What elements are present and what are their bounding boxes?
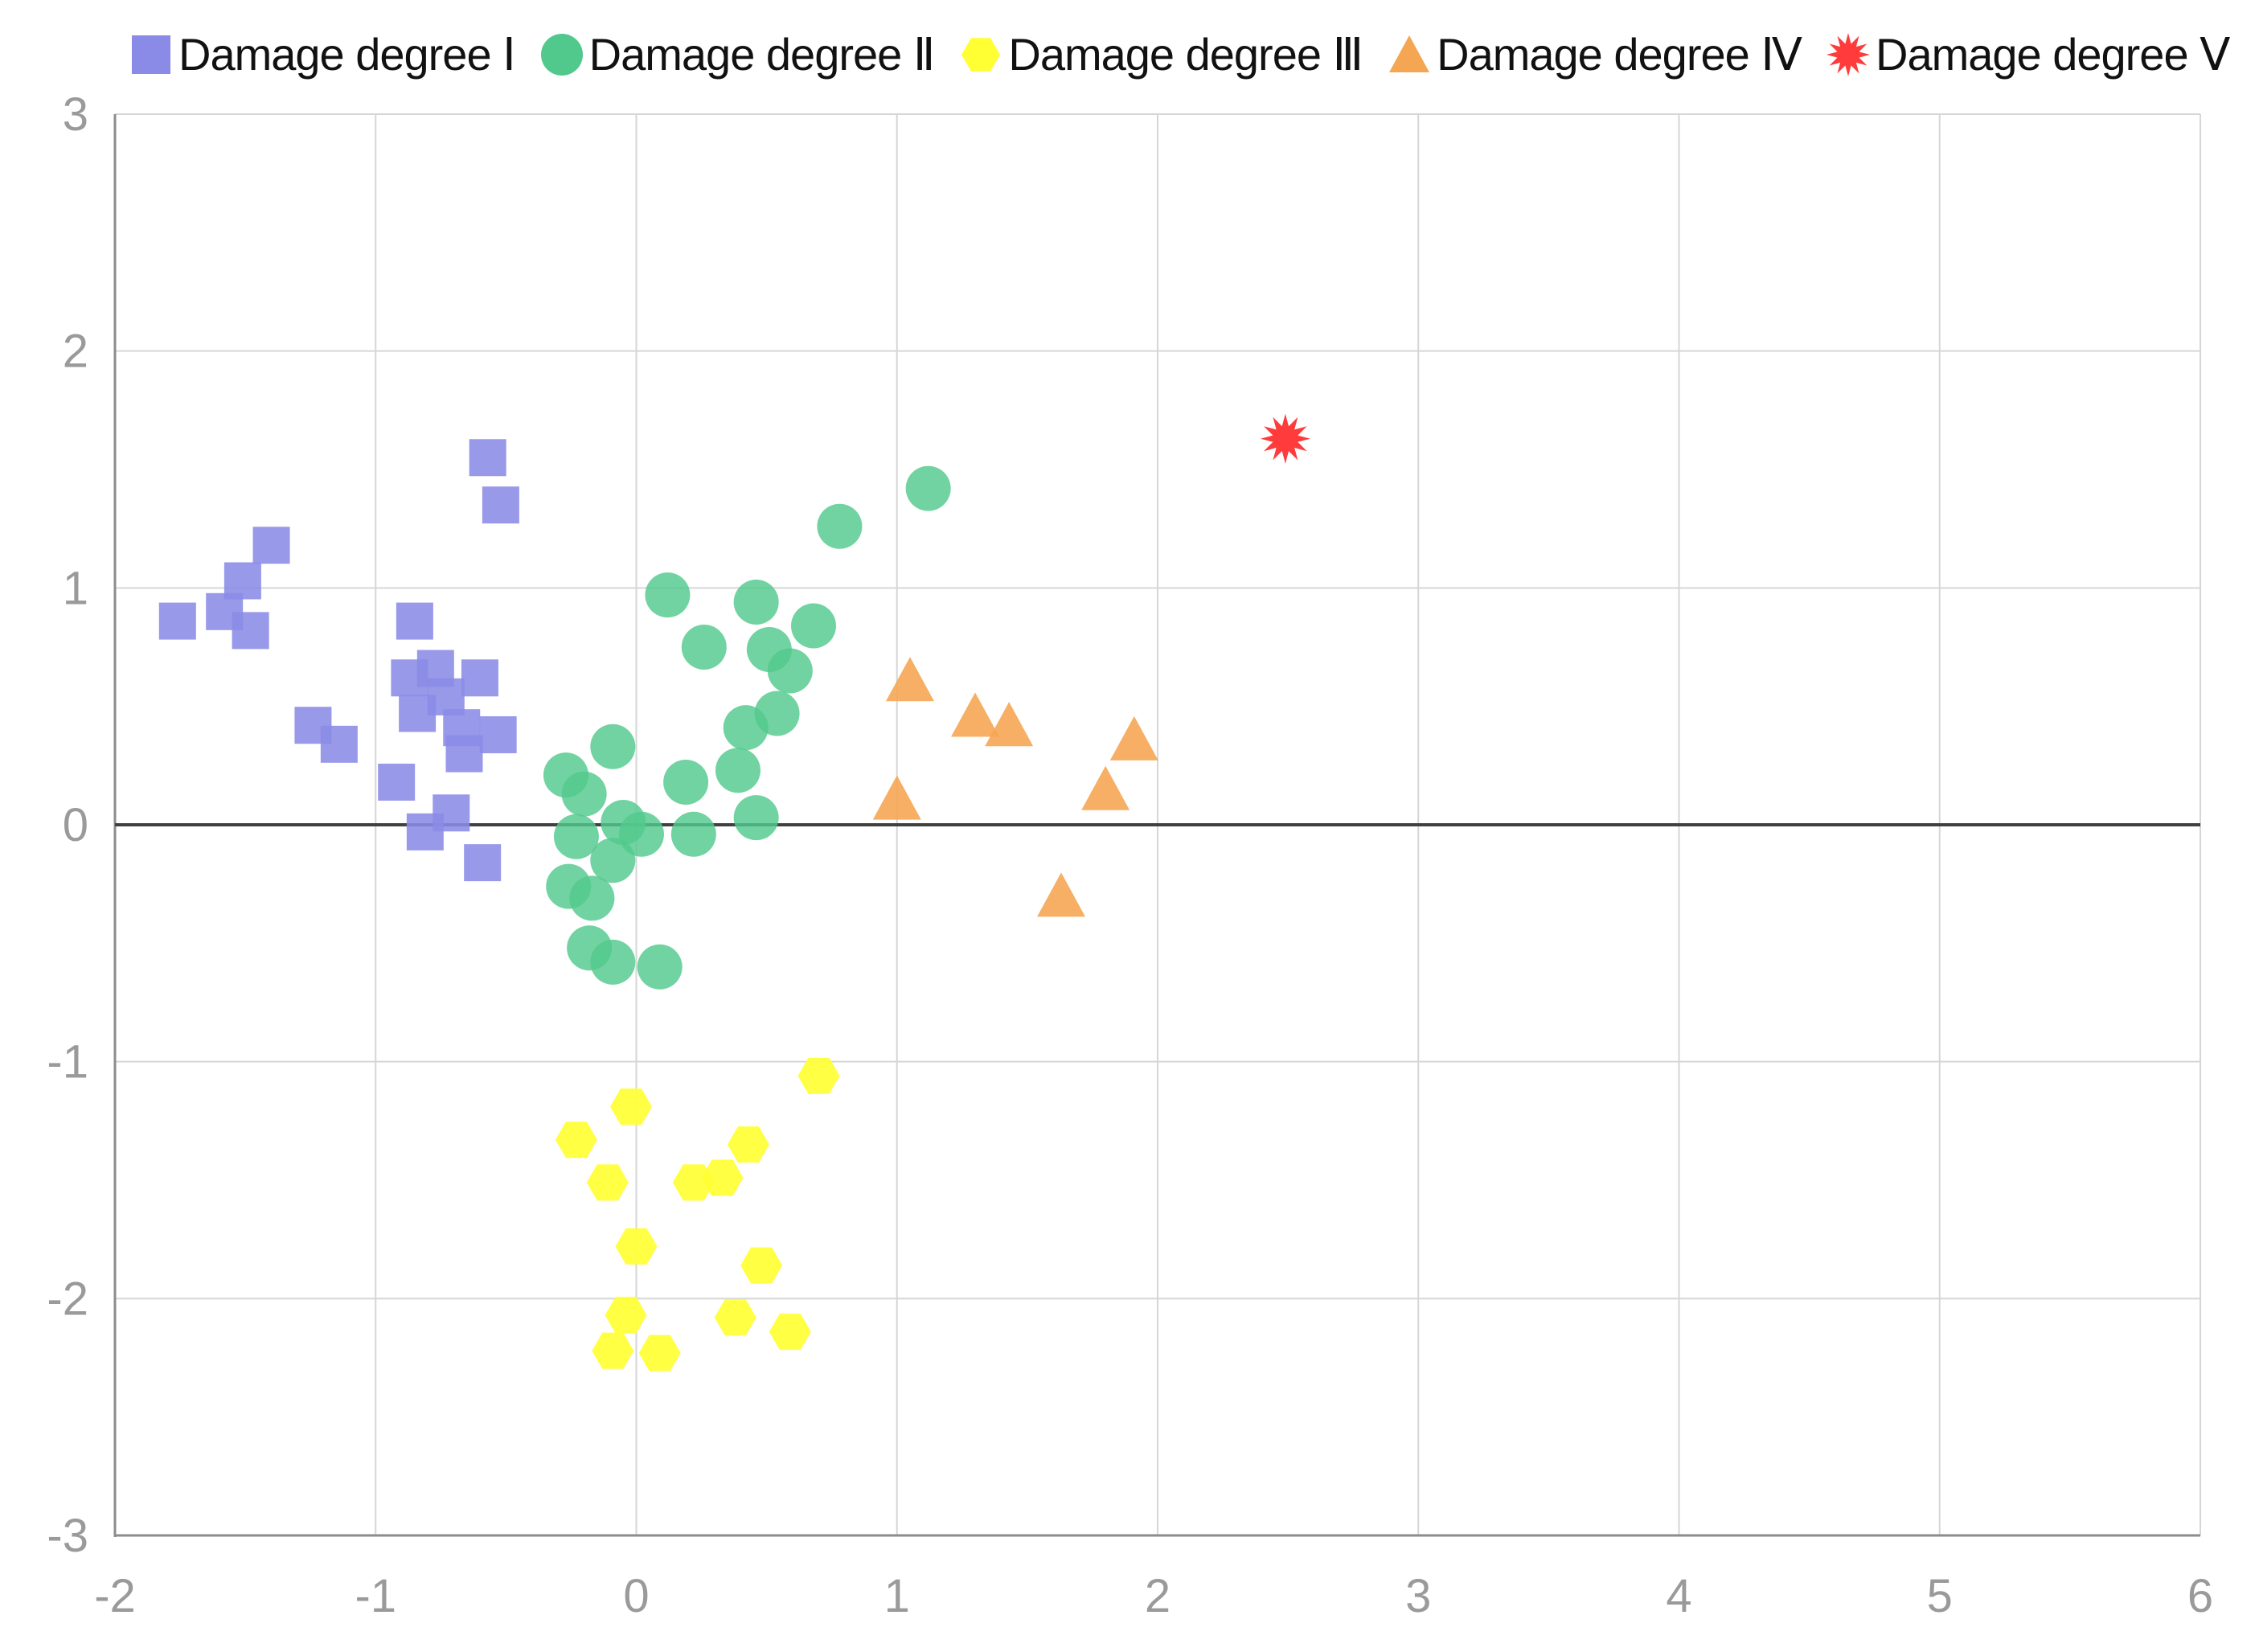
legend-item-damage-degree-1[interactable]: Damage degree Ⅰ [129,28,516,81]
data-point-hexagon[interactable] [615,1228,658,1265]
square-marker-icon [132,35,170,74]
data-point-circle[interactable] [590,724,636,769]
hexagon-marker-icon [961,38,1001,72]
data-point-square[interactable] [479,716,517,754]
legend-item-damage-degree-3[interactable]: Damage degree Ⅲ [958,28,1363,81]
data-point-circle[interactable] [905,465,951,511]
data-point-hexagon[interactable] [740,1247,783,1284]
data-point-triangle[interactable] [1109,715,1158,760]
y-tick-label: 2 [63,326,88,378]
y-tick-label: 1 [63,562,88,614]
data-point-hexagon[interactable] [592,1332,634,1369]
x-tick-label: 2 [1145,1570,1170,1622]
data-point-triangle[interactable] [885,657,934,702]
x-tick-label: 0 [623,1570,649,1622]
x-tick-label: 6 [2187,1570,2213,1622]
data-point-hexagon[interactable] [797,1057,840,1094]
data-point-circle[interactable] [767,648,813,694]
data-point-hexagon[interactable] [638,1334,681,1371]
x-tick-label: 5 [1927,1570,1953,1622]
data-point-circle[interactable] [553,814,599,859]
data-point-circle[interactable] [663,759,709,805]
data-point-triangle[interactable] [1081,765,1130,810]
data-point-square[interactable] [320,725,358,763]
legend-item-damage-degree-5[interactable]: Damage degree Ⅴ [1826,28,2230,81]
data-point-hexagon[interactable] [701,1159,744,1196]
data-point-circle[interactable] [590,838,636,883]
data-point-triangle[interactable] [872,775,921,820]
y-tick-label: 0 [63,799,88,851]
data-point-star[interactable] [1260,413,1310,464]
data-point-square[interactable] [461,659,498,697]
legend-item-damage-degree-4[interactable]: Damage degree Ⅳ [1387,28,1802,81]
data-point-hexagon[interactable] [714,1299,756,1336]
data-point-circle[interactable] [754,691,800,736]
data-point-circle[interactable] [569,875,615,921]
data-point-circle[interactable] [670,811,716,857]
legend-label: Damage degree Ⅲ [1008,29,1363,80]
data-point-triangle[interactable] [1037,872,1086,917]
data-point-hexagon[interactable] [586,1164,629,1201]
data-point-triangle[interactable] [951,692,1000,737]
data-point-hexagon[interactable] [769,1314,811,1351]
data-point-circle[interactable] [637,944,683,990]
data-point-circle[interactable] [618,811,664,857]
data-point-circle[interactable] [715,748,761,793]
data-point-square[interactable] [158,602,196,640]
y-tick-label: 3 [63,88,88,141]
data-point-triangle[interactable] [985,702,1034,747]
data-point-circle[interactable] [790,603,836,649]
data-point-circle[interactable] [590,939,636,985]
data-point-square[interactable] [232,612,269,650]
data-point-square[interactable] [482,486,519,524]
legend-label: Damage degree Ⅴ [1876,29,2230,80]
x-tick-label: -2 [94,1570,136,1622]
legend-label: Damage degree Ⅳ [1437,29,1802,80]
data-point-square[interactable] [223,562,261,600]
x-tick-label: -1 [355,1570,396,1622]
y-tick-label: -1 [47,1036,88,1088]
y-tick-label: -2 [47,1273,88,1325]
legend-label: Damage degree Ⅰ [178,29,516,80]
data-point-hexagon[interactable] [555,1121,597,1158]
data-point-circle[interactable] [645,572,691,618]
data-point-square[interactable] [252,527,290,564]
data-point-circle[interactable] [733,580,779,625]
data-points [158,413,1310,1371]
data-point-circle[interactable] [817,503,863,549]
data-point-hexagon[interactable] [605,1297,647,1334]
data-point-square[interactable] [469,439,506,477]
triangle-marker-icon [1389,35,1430,72]
x-tick-label: 4 [1666,1570,1691,1622]
legend-item-damage-degree-2[interactable]: Damage degree Ⅱ [539,28,935,81]
data-point-circle[interactable] [733,795,779,841]
circle-marker-icon [540,34,583,76]
star-marker-icon [1826,33,1870,76]
data-point-hexagon[interactable] [727,1126,769,1163]
x-tick-label: 3 [1405,1570,1431,1622]
data-point-square[interactable] [378,763,416,801]
data-point-square[interactable] [464,844,502,882]
data-point-circle[interactable] [681,625,727,670]
data-point-square[interactable] [396,602,433,640]
data-point-square[interactable] [433,794,470,832]
data-point-circle[interactable] [561,771,607,817]
y-tick-label: -3 [47,1510,88,1562]
legend-label: Damage degree Ⅱ [588,29,936,80]
legend: Damage degree Ⅰ Damage degree Ⅱ Damage d… [129,23,2230,87]
data-point-hexagon[interactable] [610,1088,652,1125]
x-tick-label: 1 [884,1570,910,1622]
data-point-square[interactable] [445,735,483,773]
